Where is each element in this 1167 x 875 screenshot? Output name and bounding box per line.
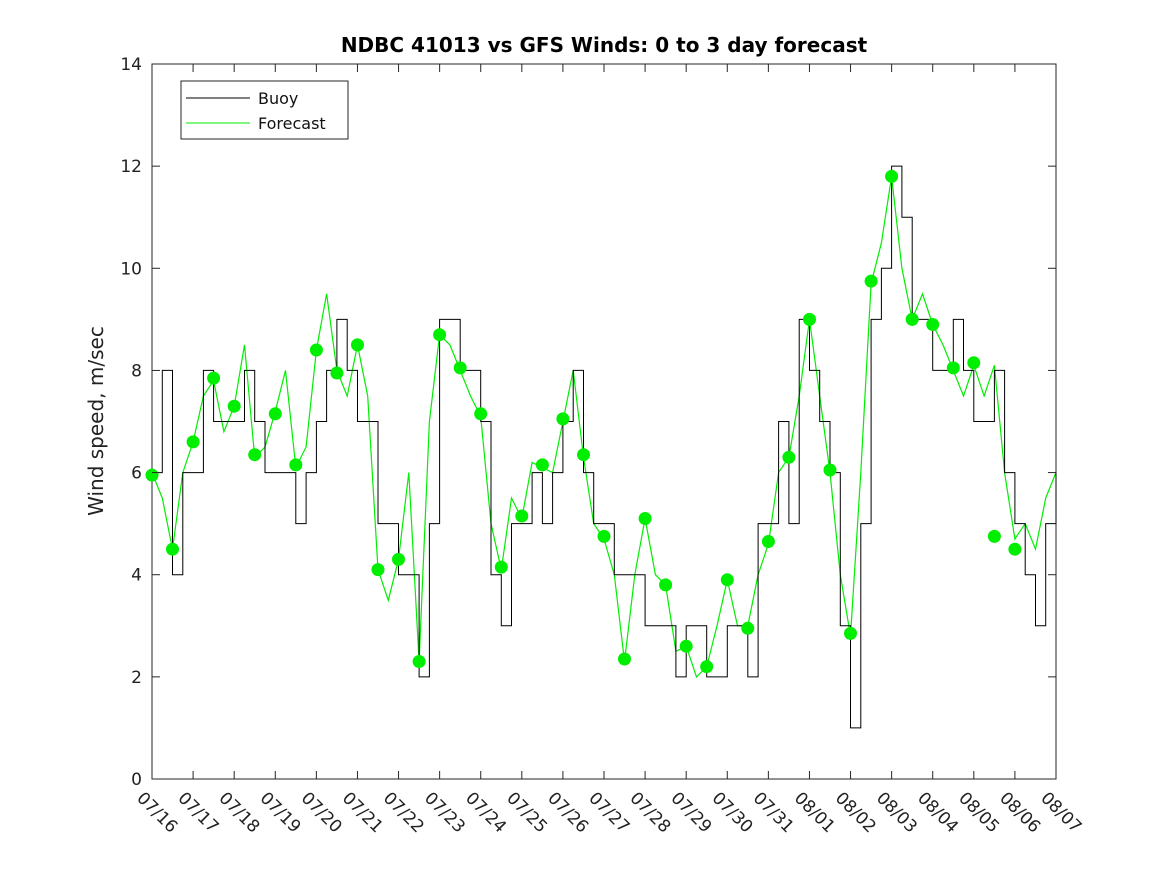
legend-buoy-label: Buoy: [258, 89, 298, 108]
y-tick-label: 10: [120, 259, 142, 279]
forecast-marker: [371, 563, 385, 577]
forecast-marker: [803, 312, 816, 326]
forecast-marker: [679, 639, 693, 653]
y-tick-label: 8: [131, 361, 142, 381]
forecast-marker: [782, 450, 796, 464]
forecast-marker: [453, 361, 467, 375]
forecast-marker: [515, 509, 529, 523]
forecast-marker: [987, 529, 1001, 543]
forecast-marker: [618, 652, 631, 666]
y-tick-label: 4: [131, 566, 142, 586]
forecast-marker: [577, 448, 590, 462]
forecast-marker: [289, 458, 303, 472]
forecast-marker: [1008, 542, 1022, 556]
buoy-layer: [152, 165, 1057, 729]
forecast-marker: [268, 407, 282, 421]
forecast-marker: [659, 578, 673, 592]
forecast-marker: [864, 274, 878, 288]
y-axis: 0 2 4 6 8 10 12 14: [120, 55, 1056, 790]
forecast-marker: [248, 448, 262, 462]
buoy-series-line: [152, 165, 1057, 729]
forecast-marker: [946, 361, 960, 375]
forecast-marker: [597, 529, 611, 543]
forecast-marker: [823, 463, 837, 477]
plot-area: [145, 63, 1057, 780]
forecast-marker: [967, 356, 981, 370]
y-tick-label: 0: [131, 770, 142, 790]
forecast-marker: [720, 573, 734, 587]
forecast-marker: [700, 660, 714, 674]
chart-title: NDBC 41013 vs GFS Winds: 0 to 3 day fore…: [341, 33, 868, 57]
forecast-marker: [761, 535, 775, 548]
forecast-marker: [309, 343, 323, 357]
y-axis-label: Wind speed, m/sec: [84, 326, 108, 516]
forecast-marker: [638, 512, 652, 525]
legend-box: [180, 80, 349, 140]
axes-box: [151, 63, 1057, 780]
forecast-marker: [494, 560, 508, 574]
legend: Buoy Forecast: [180, 80, 349, 140]
y-tick-label: 12: [120, 157, 142, 177]
forecast-marker: [412, 655, 426, 668]
forecast-marker: [926, 318, 940, 331]
forecast-marker: [556, 412, 570, 426]
forecast-marker: [166, 542, 179, 556]
forecast-marker: [207, 371, 221, 385]
y-tick-label: 6: [131, 464, 142, 484]
forecast-marker: [741, 621, 755, 635]
forecast-marker: [905, 312, 919, 326]
y-tick-label: 14: [120, 55, 142, 75]
forecast-marker: [145, 468, 159, 482]
forecast-marker: [885, 169, 899, 183]
y-tick-label: 2: [131, 668, 142, 688]
forecast-marker: [351, 338, 364, 352]
forecast-marker: [433, 328, 447, 342]
forecast-marker: [474, 407, 488, 421]
forecast-marker: [535, 458, 549, 472]
forecast-marker: [392, 552, 405, 566]
forecast-marker: [227, 399, 241, 413]
forecast-marker: [186, 435, 200, 449]
forecast-marker: [844, 626, 857, 640]
legend-forecast-label: Forecast: [258, 114, 326, 133]
forecast-marker: [330, 366, 344, 380]
marker-layer: [145, 169, 1022, 674]
